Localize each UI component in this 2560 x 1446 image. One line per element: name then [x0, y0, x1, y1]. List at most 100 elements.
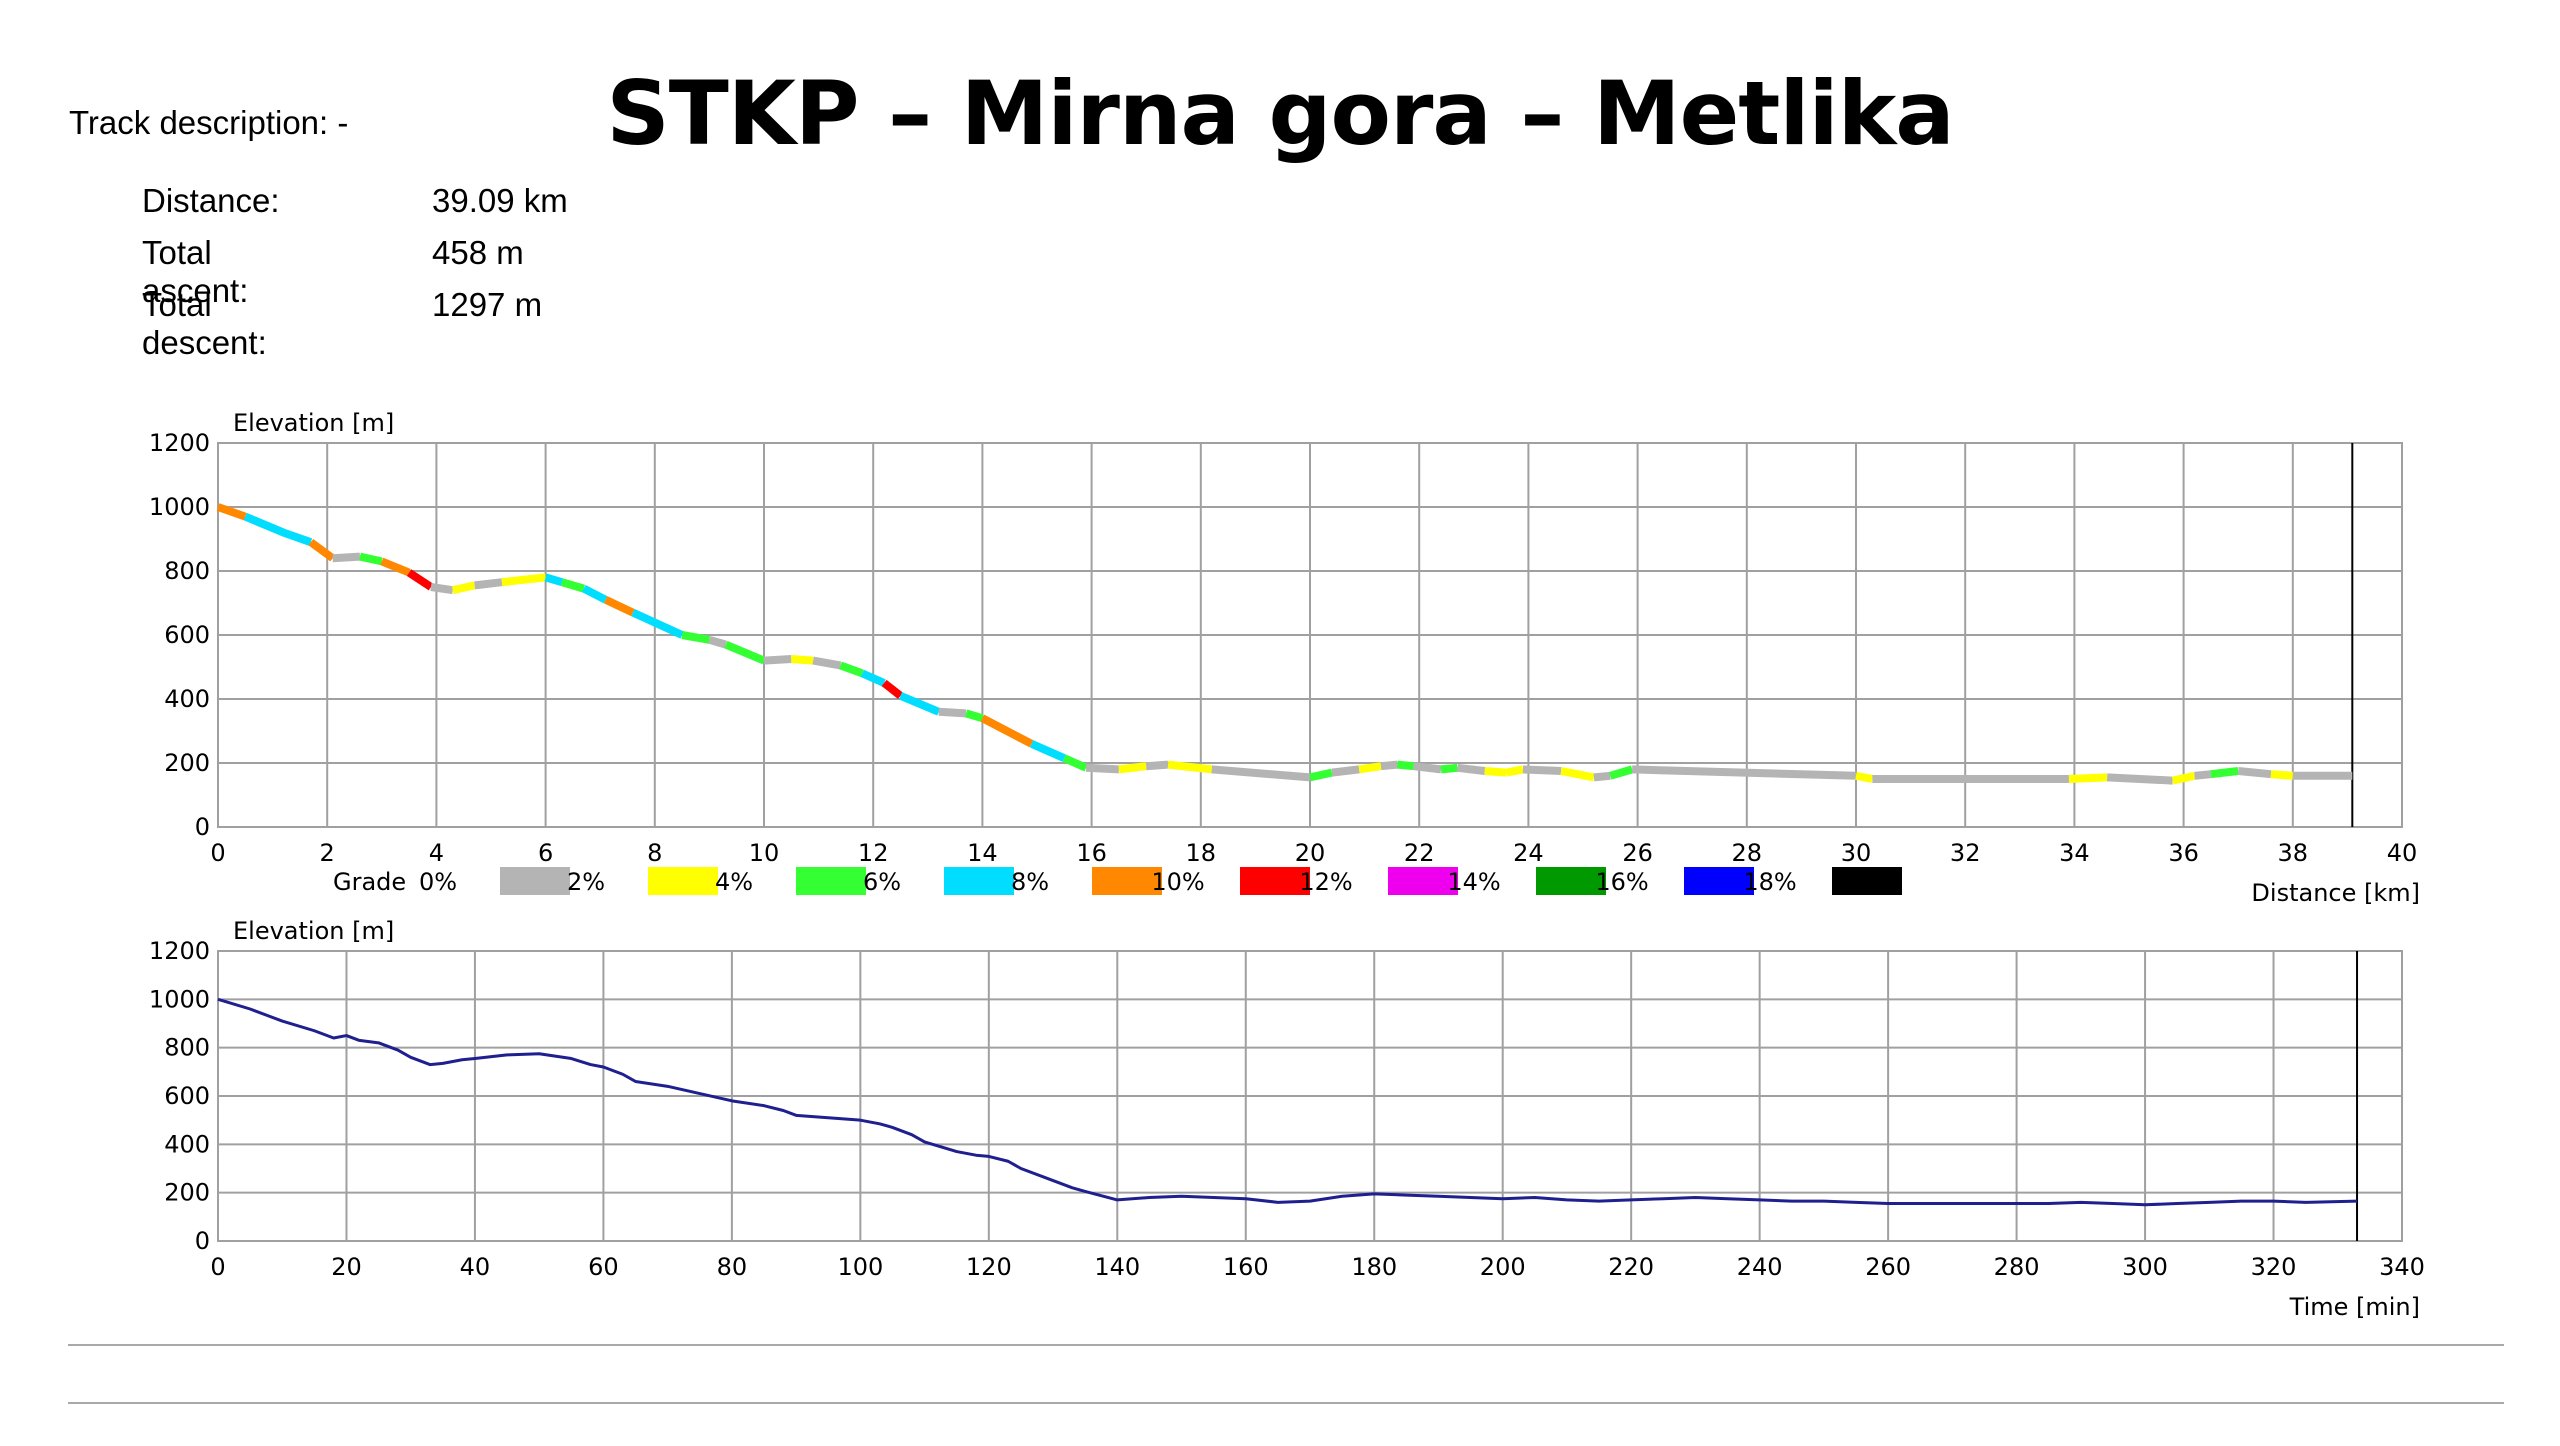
elevation-line [217, 997, 2358, 1207]
divider-line [68, 1402, 2504, 1404]
elevation-segment [1484, 767, 1507, 777]
y-tick-label: 200 [164, 749, 210, 777]
elevation-segment [1029, 740, 1066, 762]
x-tick-label: 240 [1737, 1253, 1783, 1281]
elevation-segment [763, 655, 792, 665]
grade-legend: Grade 0% 2% 4% 6% 8% 10% 12% 14% 16% 18% [333, 867, 1902, 896]
legend-label: 14% [1447, 868, 1500, 896]
x-tick-label: 8 [647, 839, 662, 867]
elevation-segment [1167, 760, 1213, 774]
elevation-distance-chart: 0 2 4 6 8 10 12 14 16 18 20 22 24 26 28 30 32 34 36 38 40020… [149, 409, 2420, 907]
stat-label: Total ascent: [142, 234, 249, 309]
x-tick-label: 36 [2168, 839, 2199, 867]
x-tick-label: 10 [749, 839, 780, 867]
x-tick-label: 260 [1865, 1253, 1911, 1281]
elevation-segment [1593, 771, 1611, 782]
x-tick-label: 20 [331, 1253, 362, 1281]
x-axis-label: Time [min] [2289, 1293, 2420, 1321]
legend-label: 10% [1151, 868, 1204, 896]
elevation-segment [1062, 754, 1088, 772]
legend-swatch [944, 867, 1014, 895]
x-tick-label: 100 [837, 1253, 883, 1281]
elevation-segment [1145, 760, 1169, 771]
elevation-segment [560, 578, 585, 593]
elevation-segment [2171, 771, 2196, 785]
elevation-segment [964, 709, 984, 723]
legend-title: Grade [333, 868, 406, 896]
x-tick-label: 12 [858, 839, 889, 867]
legend-swatch [500, 867, 570, 895]
y-tick-label: 400 [164, 685, 210, 713]
x-tick-label: 60 [588, 1253, 619, 1281]
x-tick-label: 80 [717, 1253, 748, 1281]
elevation-segment [430, 583, 454, 595]
x-tick-label: 300 [2122, 1253, 2168, 1281]
elevation-segment [451, 581, 476, 595]
x-tick-label: 30 [1841, 839, 1872, 867]
y-tick-label: 600 [164, 1082, 210, 1110]
x-tick-label: 320 [2251, 1253, 2297, 1281]
x-tick-label: 40 [2387, 839, 2418, 867]
elevation-segment [2068, 773, 2108, 783]
elevation-segment [1855, 771, 1874, 783]
x-tick-label: 34 [2059, 839, 2090, 867]
legend-label: 18% [1743, 868, 1796, 896]
elevation-segment [1456, 763, 1486, 775]
elevation-segment [938, 707, 967, 718]
x-tick-label: 4 [429, 839, 444, 867]
elevation-segment [681, 631, 711, 644]
y-tick-label: 600 [164, 621, 210, 649]
elevation-time-chart: 0 20 40 60 80 100 120 140 160 180 200 220 240 260 280 3… [149, 917, 2425, 1321]
x-tick-label: 140 [1094, 1253, 1140, 1281]
y-tick-label: 1000 [149, 985, 210, 1013]
x-tick-label: 26 [1622, 839, 1653, 867]
elevation-segment [2210, 767, 2239, 779]
stat-value: 39.09 km [432, 182, 568, 219]
legend-label: 4% [715, 868, 753, 896]
page-title: STKP – Mirna gora – Metlika [606, 62, 1954, 165]
y-tick-label: 800 [164, 557, 210, 585]
elevation-segment [1632, 765, 1857, 780]
x-tick-label: 180 [1351, 1253, 1397, 1281]
x-tick-label: 40 [460, 1253, 491, 1281]
elevation-segment [1211, 765, 1311, 782]
stat-value: 458 m [432, 234, 524, 271]
elevation-segment [2106, 773, 2173, 785]
legend-swatch [1684, 867, 1754, 895]
stat-label: Total descent: [142, 286, 267, 361]
legend-label: 0% [419, 868, 457, 896]
y-axis-label: Elevation [m] [233, 917, 394, 945]
elevation-segment [1309, 768, 1333, 782]
elevation-segment [1358, 762, 1382, 774]
elevation-segment [1413, 762, 1442, 774]
stat-value: 1297 m [432, 286, 543, 323]
legend-label: 2% [567, 868, 605, 896]
elevation-segment [631, 608, 684, 639]
elevation-segment [724, 640, 766, 665]
elevation-segment [603, 596, 635, 617]
elevation-segment [1331, 765, 1360, 777]
x-tick-label: 28 [1732, 839, 1763, 867]
elevation-segment [898, 692, 941, 716]
x-tick-label: 20 [1295, 839, 1326, 867]
legend-swatch [1832, 867, 1902, 895]
y-tick-label: 400 [164, 1130, 210, 1158]
elevation-segment [812, 656, 842, 670]
elevation-segment [581, 585, 608, 604]
y-tick-label: 1200 [149, 429, 210, 457]
elevation-segment [1522, 765, 1562, 775]
elevation-segment [2270, 770, 2294, 780]
elevation-segment [1085, 763, 1120, 774]
plot-frame [217, 442, 2403, 828]
elevation-segment [839, 661, 864, 678]
elevation-segment [501, 573, 547, 587]
legend-swatch [648, 867, 718, 895]
elevation-segment [1609, 765, 1634, 780]
x-tick-label: 160 [1223, 1253, 1269, 1281]
elevation-segment [216, 503, 247, 521]
x-axis-label: Distance [km] [2251, 879, 2420, 907]
elevation-segment [1560, 767, 1595, 782]
elevation-segment [980, 714, 1034, 748]
elevation-segment [881, 679, 903, 699]
